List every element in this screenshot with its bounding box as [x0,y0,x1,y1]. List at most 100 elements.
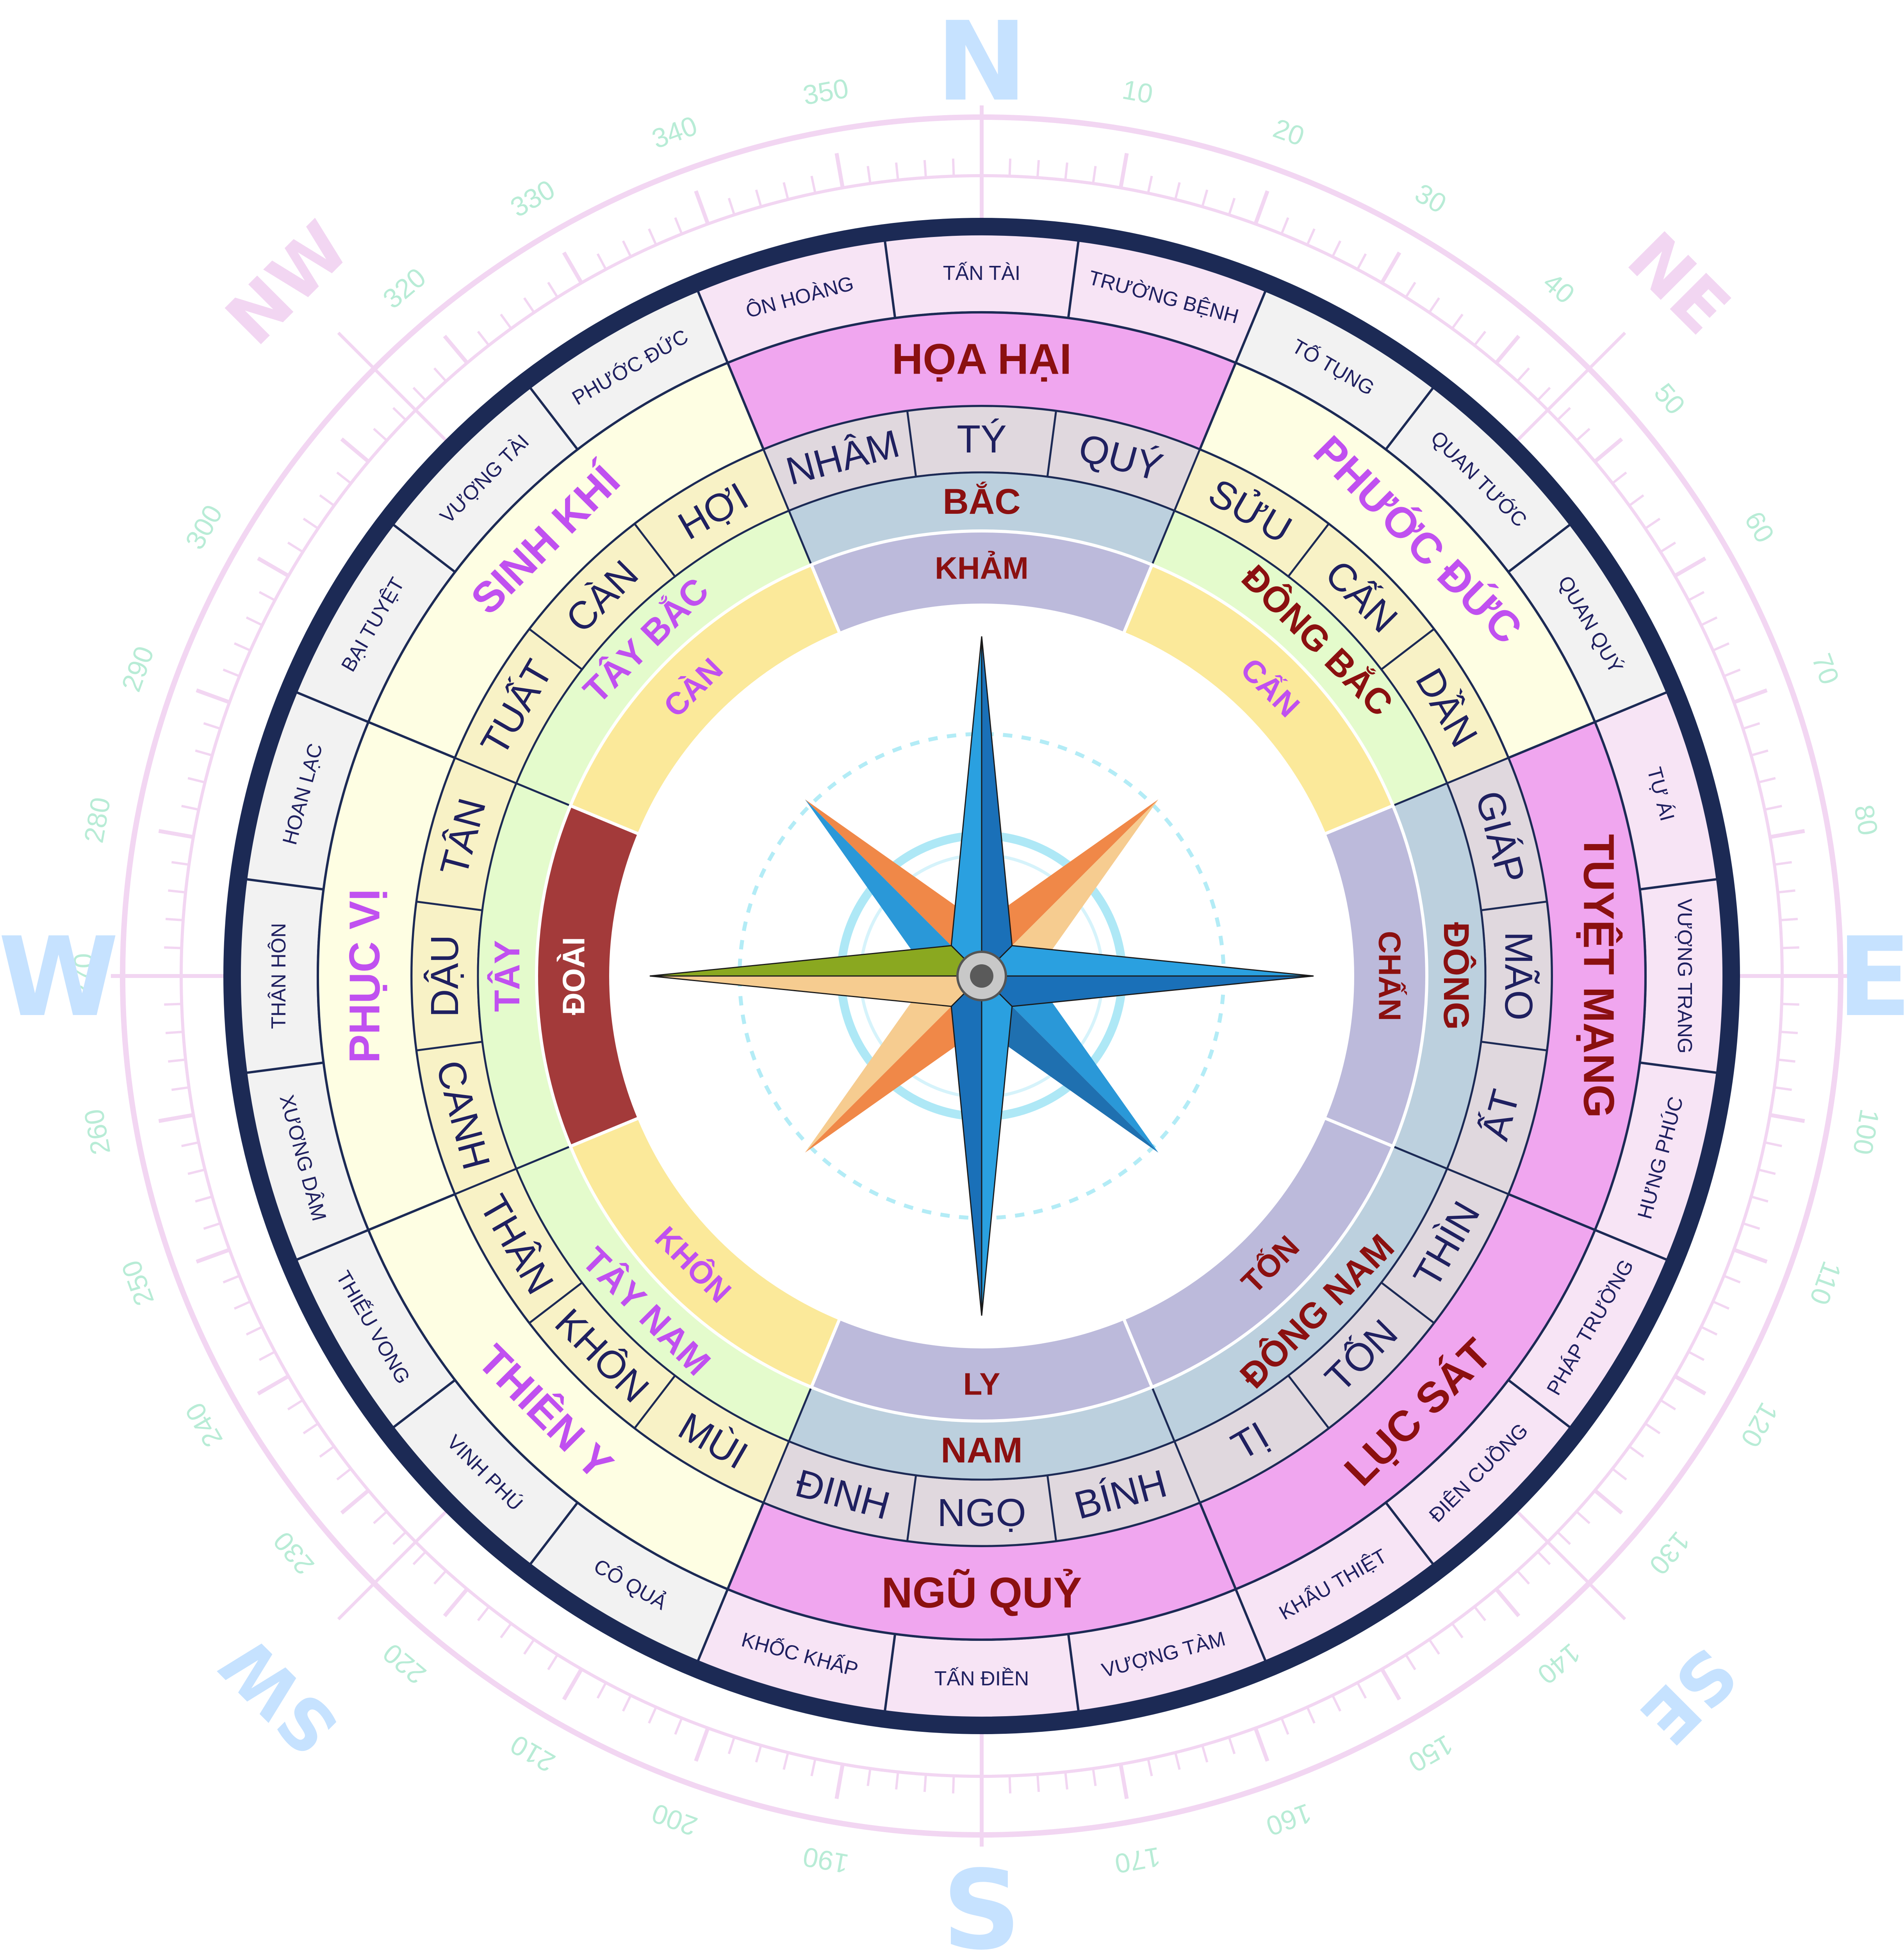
bg-tick [1064,162,1068,180]
bg-tick [1701,1325,1718,1336]
bg-tick [523,1639,535,1655]
bg-tick [1712,642,1730,652]
bg-tick [1777,889,1795,894]
degree-label: 290 [116,642,160,695]
mountain-label: MÃO [1497,931,1540,1021]
bg-tick [1405,281,1416,298]
bg-tick [195,749,213,757]
bg-tick [1712,1300,1730,1310]
degree-label: 10 [1120,74,1155,109]
bg-tick [694,1727,710,1762]
bg-tick [1769,829,1805,839]
bg-tick [1036,160,1040,178]
bg-tick [500,313,512,329]
bg-tick [1701,616,1718,627]
direction-label: BẮC [943,481,1020,522]
degree-label: 270 [68,953,99,999]
cardinal-sw: SW [206,1622,354,1770]
bg-tick [1092,166,1097,184]
bg-tick [336,1468,352,1481]
bg-tick [1556,407,1571,421]
bg-tick [1628,494,1644,507]
bg-tick [1780,917,1798,921]
bg-tick [1306,228,1316,246]
degree-label: 210 [505,1729,560,1778]
bg-tick [477,1606,490,1621]
bg-tick [1751,749,1769,757]
bg-tick [1576,427,1590,442]
outer-ring-label: VƯỢNG TRANG [1673,898,1696,1053]
bg-tick [1769,1113,1805,1123]
mountain-label: DẬU [423,935,467,1017]
bg-tick [1356,253,1367,270]
bg-tick [674,1717,683,1735]
bg-tick [1405,1654,1416,1671]
bg-tick [223,668,240,677]
bg-tick [195,1195,213,1203]
degree-label: 50 [1648,378,1691,420]
bg-tick [234,642,251,652]
bg-tick [622,1695,632,1712]
bg-tick [223,1275,240,1284]
degree-label: 110 [1804,1257,1847,1309]
bg-tick [810,1758,817,1776]
bg-tick [562,1668,583,1701]
bg-tick [259,1350,276,1361]
bg-tick [783,1752,789,1770]
degree-label: 330 [505,174,560,223]
bg-tick [1174,1752,1181,1770]
bg-tick [336,471,352,484]
bg-tick [1733,688,1768,704]
trigram-label: LY [963,1367,1000,1402]
bg-tick [1119,1763,1129,1799]
bg-tick [1201,1745,1209,1763]
bg-tick [1451,313,1464,329]
bg-tick [1644,1422,1661,1434]
bg-tick [1516,1570,1530,1585]
bg-tick [246,616,263,627]
bg-intercardinal-line [337,1505,453,1621]
degree-label: 190 [800,1842,851,1879]
bg-tick [1356,1682,1367,1699]
bg-tick [165,1031,184,1035]
degree-label: 300 [179,500,228,554]
bg-tick [373,1510,388,1525]
bg-tick [1253,1727,1269,1762]
bg-tick [246,1325,263,1336]
bg-tick [1612,471,1627,484]
bg-tick [1774,1086,1792,1091]
bg-tick [340,1489,370,1515]
bg-tick [165,917,184,921]
bg-tick [895,162,899,180]
star-ring-label: HỌA HẠI [892,335,1071,383]
bg-tick [1556,1531,1571,1545]
bg-tick [1777,1058,1795,1063]
bg-tick [1612,1468,1627,1481]
cardinal-n: N [936,0,1027,126]
bg-tick [392,1531,407,1545]
trigram-label: KHẢM [935,551,1029,586]
bg-tick [1280,1717,1289,1735]
degree-label: 20 [1269,113,1309,152]
bg-tick [1781,1003,1799,1006]
bg-tick [412,1551,427,1566]
bg-tick [187,777,205,784]
bg-tick [303,518,319,530]
bg-tick [1594,1489,1623,1515]
bg-tick [1723,1275,1741,1284]
bg-tick [1537,386,1551,401]
bg-tick [203,722,221,730]
bg-intercardinal-line [1510,1505,1626,1621]
mountain-label: NGỌ [937,1491,1026,1535]
bg-tick [1537,1551,1551,1566]
bg-tick [1147,176,1153,194]
bg-tick [1494,335,1521,364]
bg-tick [443,1588,469,1617]
direction-label: TÂY [487,940,527,1012]
bg-tick [810,176,817,194]
bg-tick [158,1113,194,1123]
bg-tick [1008,159,1012,176]
bg-tick [433,1570,447,1585]
bg-tick [1742,722,1760,730]
